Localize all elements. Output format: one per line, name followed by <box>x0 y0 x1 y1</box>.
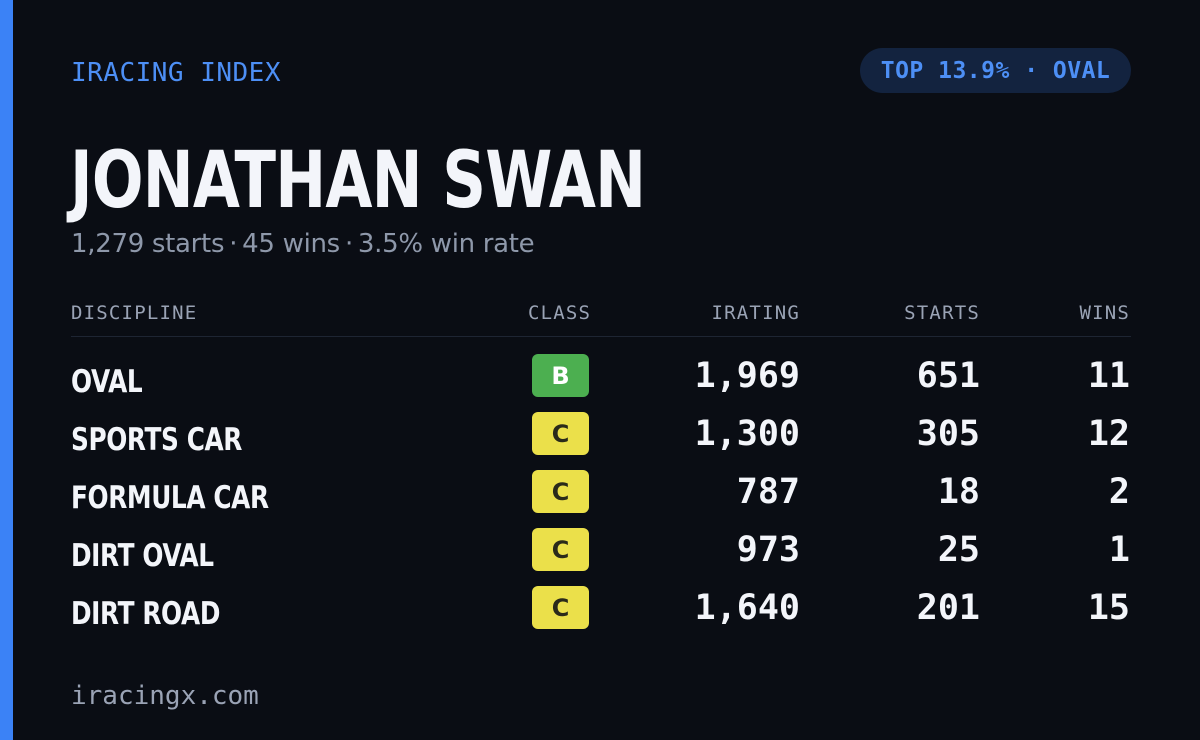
discipline-name: OVAL <box>71 364 143 400</box>
irating-value: 1,640 <box>694 588 800 628</box>
license-class-badge: C <box>532 412 589 455</box>
discipline-name: DIRT OVAL <box>71 538 214 574</box>
header-divider <box>71 336 1131 337</box>
header-class: CLASS <box>528 302 592 324</box>
header-wins: WINS <box>1079 302 1130 324</box>
summary-separator: · <box>229 229 238 259</box>
driver-summary: 1,279 starts · 45 wins · 3.5% win rate <box>71 229 535 259</box>
discipline-name: SPORTS CAR <box>71 422 243 458</box>
starts-value: 25 <box>937 530 980 570</box>
irating-value: 1,300 <box>694 414 800 454</box>
brand-title: IRACING INDEX <box>71 58 281 88</box>
header-discipline: DISCIPLINE <box>71 302 198 324</box>
table-row: DIRT OVAL C 973 25 1 <box>0 528 1200 586</box>
license-class-badge: B <box>532 354 589 397</box>
starts-value: 201 <box>916 588 980 628</box>
summary-wins: 45 wins <box>242 229 340 259</box>
wins-value: 12 <box>1087 414 1130 454</box>
irating-value: 787 <box>736 472 800 512</box>
starts-value: 305 <box>916 414 980 454</box>
irating-value: 1,969 <box>694 356 800 396</box>
license-class-badge: C <box>532 528 589 571</box>
discipline-name: DIRT ROAD <box>71 596 221 632</box>
license-class-badge: C <box>532 586 589 629</box>
summary-separator: · <box>344 229 353 259</box>
percentile-badge: TOP 13.9% · OVAL <box>860 48 1131 93</box>
table-row: FORMULA CAR C 787 18 2 <box>0 470 1200 528</box>
site-url[interactable]: iracingx.com <box>71 681 259 711</box>
table-row: DIRT ROAD C 1,640 201 15 <box>0 586 1200 644</box>
wins-value: 11 <box>1087 356 1130 396</box>
discipline-name: FORMULA CAR <box>71 480 269 516</box>
summary-win-rate: 3.5% win rate <box>357 229 535 259</box>
starts-value: 651 <box>916 356 980 396</box>
irating-value: 973 <box>736 530 800 570</box>
accent-bar <box>0 0 13 740</box>
table-row: OVAL B 1,969 651 11 <box>0 354 1200 412</box>
starts-value: 18 <box>937 472 980 512</box>
header-starts: STARTS <box>904 302 980 324</box>
wins-value: 15 <box>1087 588 1130 628</box>
wins-value: 2 <box>1108 472 1130 512</box>
table-row: SPORTS CAR C 1,300 305 12 <box>0 412 1200 470</box>
driver-name: JONATHAN SWAN <box>70 136 646 226</box>
license-class-badge: C <box>532 470 589 513</box>
header-irating: IRATING <box>711 302 800 324</box>
wins-value: 1 <box>1108 530 1130 570</box>
summary-starts: 1,279 starts <box>71 229 225 259</box>
